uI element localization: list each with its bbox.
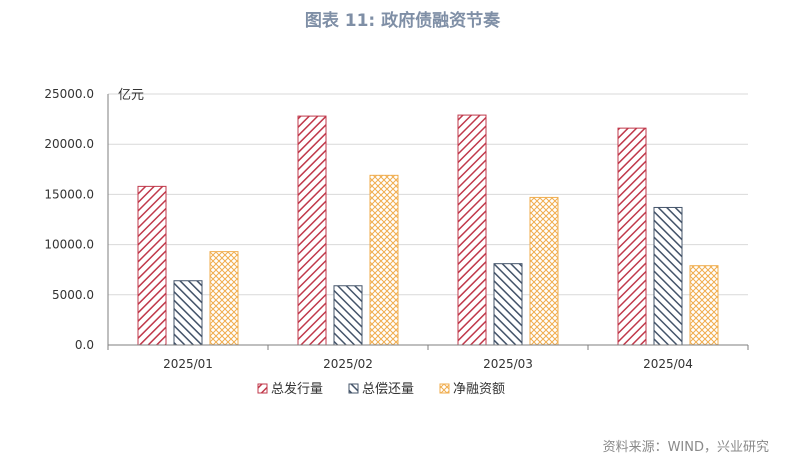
bar-3-2025-02 [369,174,399,346]
bar-1-2025-04 [617,127,647,346]
bar-2-2025-03 [493,263,523,346]
bar-1-2025-03 [457,114,487,346]
bar-3-2025-04 [689,265,719,346]
y-unit-label: 亿元 [118,88,144,103]
bar-1-2025-02 [297,115,327,346]
chart-title: 图表 11: 政府债融资节奏 [304,11,501,31]
y-tick-label: 25000.0 [44,87,94,101]
bar-3-2025-03 [529,196,559,346]
legend-swatch-1 [257,383,268,394]
bar-1-2025-01 [137,185,167,346]
y-tick-label: 15000.0 [44,187,94,201]
bar-2-2025-02 [333,285,363,346]
legend-swatch-2 [348,383,359,394]
y-tick-label: 0.0 [75,338,94,352]
y-tick-label: 10000.0 [44,238,94,252]
legend-label-2: 总偿还量 [362,382,414,397]
y-tick-label: 20000.0 [44,137,94,151]
legend-label-1: 总发行量 [271,381,323,397]
bar-2-2025-04 [653,206,683,346]
y-tick-label: 5000.0 [52,288,94,302]
legend-label-3: 净融资额 [453,382,505,397]
bar-3-2025-01 [209,251,239,346]
x-tick-label: 2025/01 [163,357,213,371]
legend-swatch-3 [439,383,450,394]
x-tick-label: 2025/02 [323,357,373,371]
x-tick-label: 2025/04 [643,357,693,371]
source-note: 资料来源：WIND，兴业研究 [602,440,769,455]
x-tick-label: 2025/03 [483,357,533,371]
bar-2-2025-01 [173,280,203,346]
